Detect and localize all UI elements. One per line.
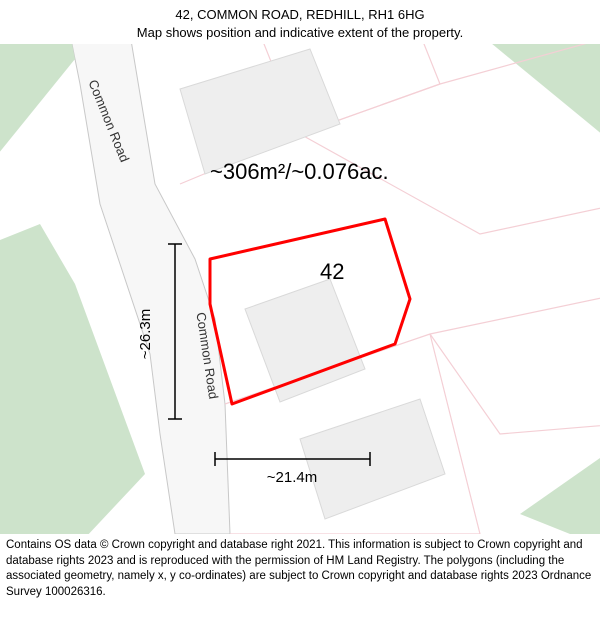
copyright-footer: Contains OS data © Crown copyright and d… xyxy=(0,534,600,604)
svg-text:~26.3m: ~26.3m xyxy=(137,309,154,359)
header: 42, COMMON ROAD, REDHILL, RH1 6HG Map sh… xyxy=(0,0,600,44)
page-subtitle: Map shows position and indicative extent… xyxy=(4,24,596,42)
map-svg: Common RoadCommon Road~306m²/~0.076ac.42… xyxy=(0,44,600,534)
page-title: 42, COMMON ROAD, REDHILL, RH1 6HG xyxy=(4,6,596,24)
map-container: Common RoadCommon Road~306m²/~0.076ac.42… xyxy=(0,44,600,534)
svg-text:~306m²/~0.076ac.: ~306m²/~0.076ac. xyxy=(210,159,389,184)
svg-text:~21.4m: ~21.4m xyxy=(267,469,317,486)
svg-text:42: 42 xyxy=(320,259,344,284)
